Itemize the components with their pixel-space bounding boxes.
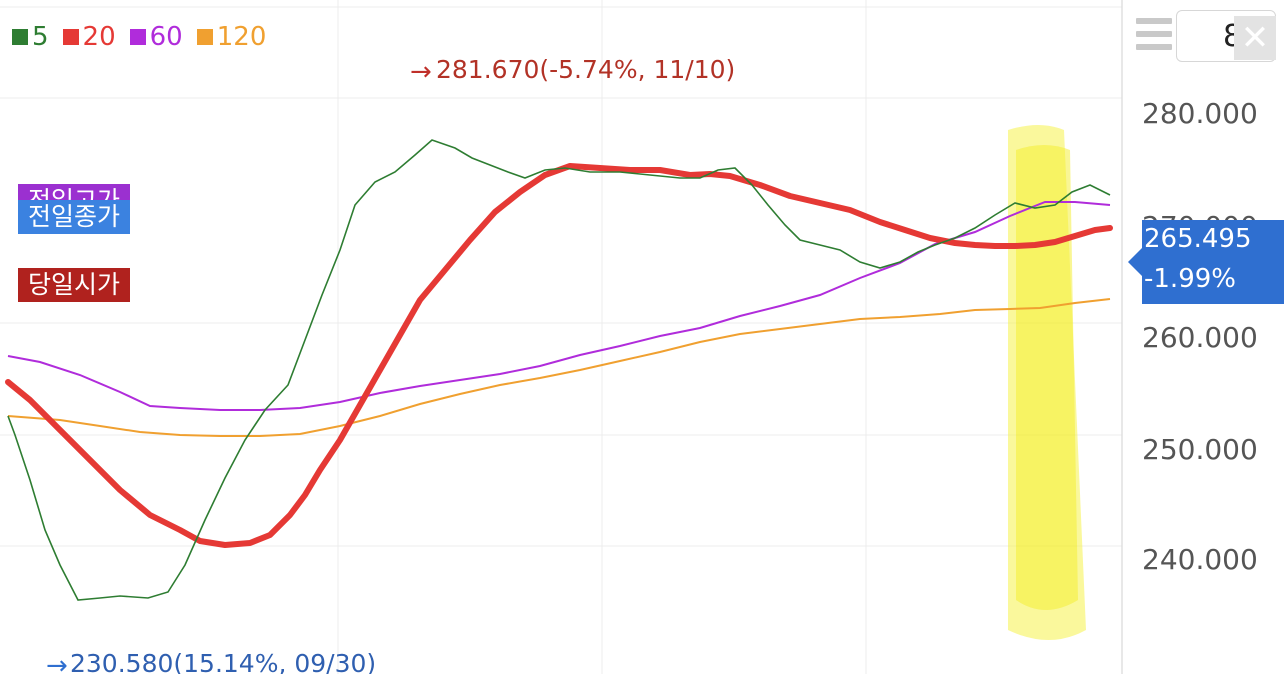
legend-swatch: [129, 29, 146, 45]
moving-average-lines: [5, 139, 1113, 601]
y-tick-label: 280.000: [1142, 97, 1258, 130]
highlight-marker-core: [1016, 145, 1078, 610]
price-tag-bg: [1142, 220, 1284, 304]
ma60-line: [7, 201, 1111, 411]
legend-swatch: [196, 29, 213, 45]
close-icon[interactable]: ✕: [1234, 16, 1276, 60]
high-annotation: 281.670(-5.74%, 11/10): [436, 55, 735, 84]
high-arrow-icon: →: [410, 57, 432, 87]
low-arrow-icon: →: [46, 651, 68, 674]
menu-bar: [1136, 31, 1172, 37]
ma20-line: [5, 163, 1113, 548]
legend-item-ma60[interactable]: 60: [129, 20, 183, 54]
menu-bar: [1136, 44, 1172, 50]
legend: 5 20 60 120: [12, 20, 266, 54]
prev-close-tag: 전일종가: [18, 200, 131, 234]
legend-item-ma120[interactable]: 120: [196, 20, 267, 54]
legend-item-ma5[interactable]: 5: [12, 20, 49, 54]
y-tick-label: 250.000: [1142, 433, 1258, 466]
current-price-tag: 265.495 -1.99%: [1128, 220, 1284, 304]
legend-label: 5: [32, 22, 49, 52]
annotations: → 281.670(-5.74%, 11/10) → 230.580(15.14…: [46, 55, 735, 674]
current-price: 265.495: [1144, 224, 1252, 254]
legend-label: 20: [82, 22, 116, 52]
highlight-marker: [1008, 125, 1086, 640]
legend-swatch: [12, 29, 28, 45]
low-annotation: 230.580(15.14%, 09/30): [70, 649, 376, 674]
menu-bar: [1136, 18, 1172, 24]
legend-item-ma20[interactable]: 20: [62, 20, 116, 54]
y-tick-label: 240.000: [1142, 543, 1258, 576]
menu-icon[interactable]: [1136, 18, 1172, 58]
legend-label: 60: [149, 22, 183, 52]
ma5-line: [7, 139, 1111, 601]
price-change: -1.99%: [1144, 264, 1236, 294]
ma120-line: [7, 298, 1111, 437]
price-tag-arrow: [1128, 248, 1142, 276]
legend-swatch: [62, 29, 79, 45]
today-open-tag: 당일시가: [18, 268, 131, 302]
legend-label: 120: [216, 22, 267, 52]
y-tick-label: 260.000: [1142, 321, 1258, 354]
chart-grid: [0, 0, 1123, 674]
